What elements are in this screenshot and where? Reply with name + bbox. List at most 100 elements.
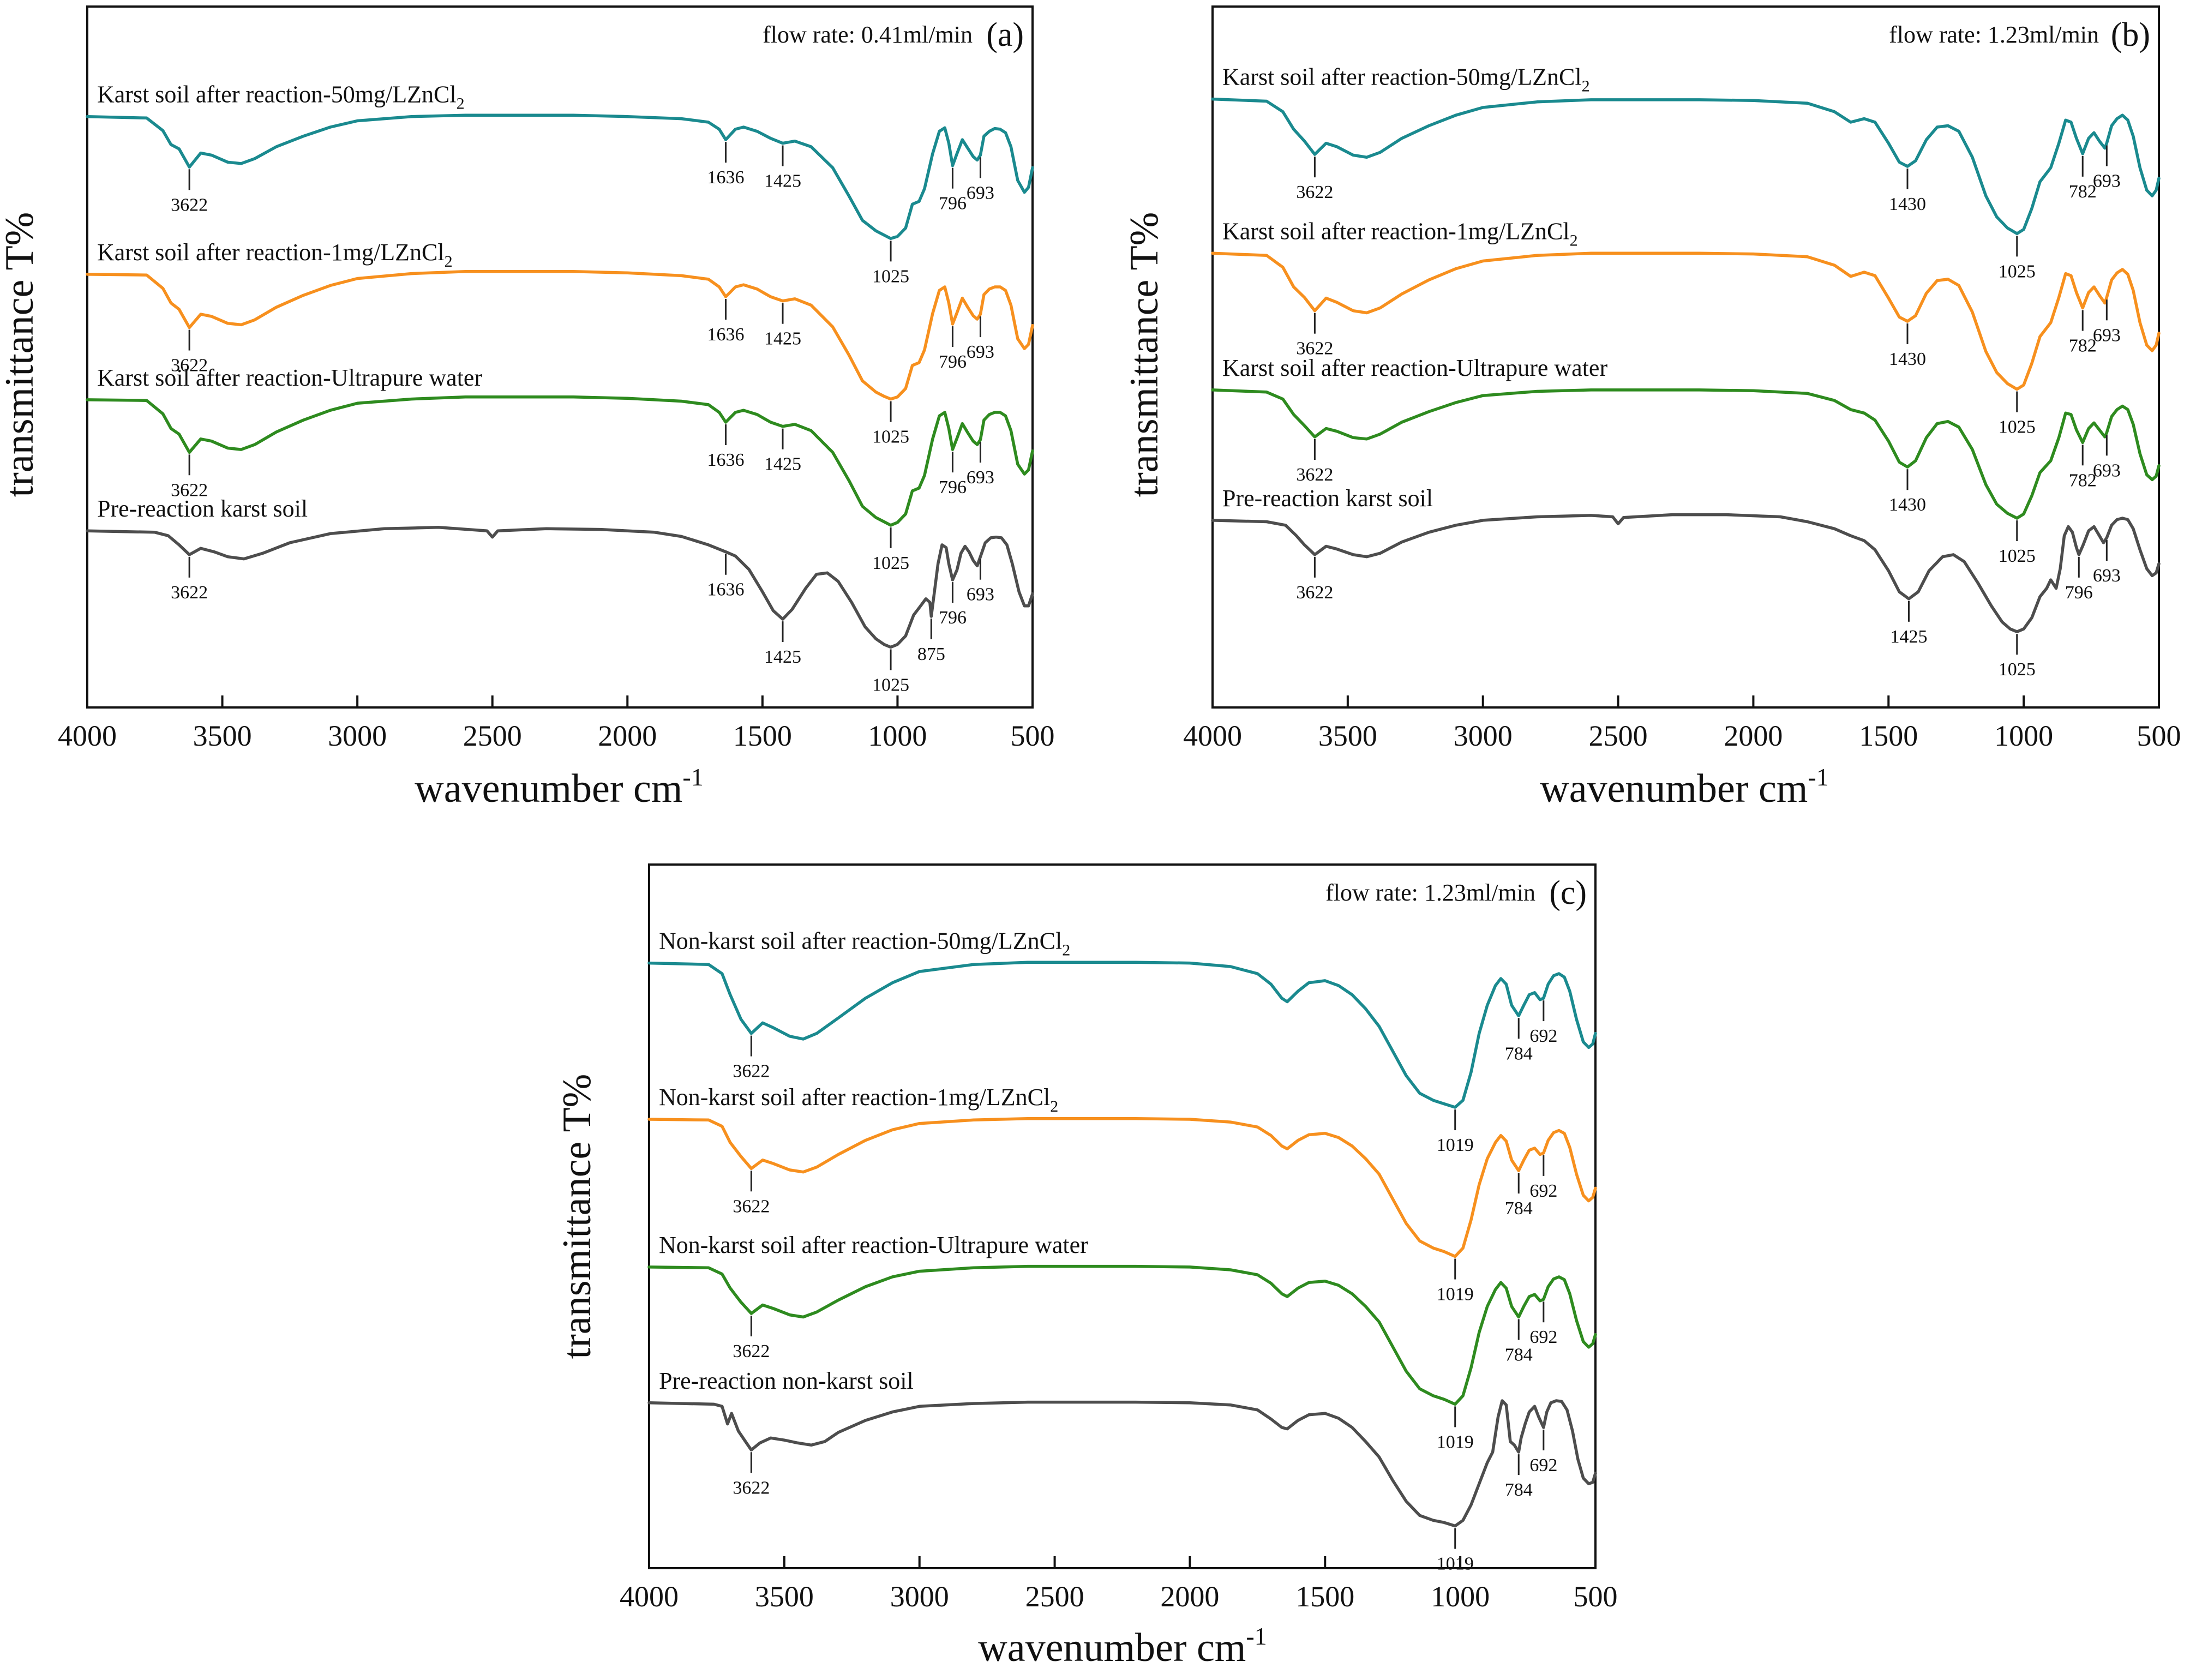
plot-frame: [1211, 5, 2160, 709]
series-name-text: Non-karst soil after reaction-Ultrapure …: [659, 1232, 1088, 1258]
series-3: Karst soil after reaction-Ultrapure wate…: [86, 364, 1034, 573]
x-tick-label: 1000: [868, 719, 927, 752]
peak-label: 693: [2093, 325, 2121, 345]
series-name-label: Karst soil after reaction-1mg/LZnCl2: [1222, 218, 1578, 249]
panel-a: 4000 3500 3000 2500 2000 1500 1000 500 wavenumbe…: [0, 5, 1055, 811]
peak-label: 693: [967, 342, 994, 362]
peak-label: 1636: [707, 580, 745, 600]
series-name-label: Karst soil after reaction-Ultrapure wate…: [1222, 355, 1607, 381]
series-name-subscript: 2: [445, 253, 453, 271]
series-name-label: Pre-reaction karst soil: [97, 495, 308, 522]
series-name-label: Karst soil after reaction-Ultrapure wate…: [97, 364, 482, 391]
series-name-subscript: 2: [1570, 231, 1578, 249]
series-name-text: Non-karst soil after reaction-1mg/LZnCl: [659, 1084, 1050, 1111]
x-tick-label: 1000: [1994, 719, 2053, 752]
peak-label: 784: [1505, 1480, 1533, 1500]
peak-label: 1025: [872, 266, 909, 286]
x-tick-label: 3000: [328, 719, 387, 752]
peak-label: 1430: [1889, 495, 1926, 515]
series-name-text: Karst soil after reaction-50mg/LZnCl: [1222, 64, 1582, 91]
peak-label: 784: [1505, 1198, 1533, 1219]
series-2: Karst soil after reaction-1mg/LZnCl2 3622…: [1211, 218, 2161, 437]
x-tick-label: 1000: [1431, 1580, 1490, 1613]
peak-label: 693: [2093, 171, 2121, 191]
x-tick-label: 3500: [193, 719, 252, 752]
peak-label: 1025: [872, 675, 909, 695]
peak-label: 1025: [1999, 261, 2036, 281]
x-tick-label: 2000: [598, 719, 657, 752]
peak-label: 693: [967, 585, 994, 605]
peak-label: 1025: [872, 553, 909, 573]
peak-label: 1430: [1889, 194, 1926, 214]
series-name-text: Karst soil after reaction-1mg/LZnCl: [97, 239, 445, 266]
peak-label: 875: [917, 644, 945, 664]
peak-label: 1019: [1437, 1285, 1474, 1305]
peak-label: 796: [2065, 583, 2093, 603]
peak-label: 1636: [707, 167, 745, 188]
peak-label: 782: [2069, 470, 2097, 490]
series-name-subscript: 2: [1582, 77, 1590, 95]
series-name-label: Non-karst soil after reaction-50mg/LZnCl…: [659, 928, 1070, 959]
series-line: [86, 526, 1034, 649]
peak-label: 3622: [171, 583, 208, 603]
panel-b: 4000 3500 3000 2500 2000 1500 1000 500 wavenumbe…: [1122, 5, 2181, 811]
series-name-label: Pre-reaction karst soil: [1222, 485, 1433, 512]
peak-label: 796: [939, 352, 967, 372]
peak-label: 1019: [1437, 1432, 1474, 1452]
peak-label: 1019: [1437, 1554, 1474, 1574]
x-axis-label: wavenumber cm-1: [1540, 763, 1828, 811]
y-axis-label: transmittance T%: [0, 212, 42, 497]
peak-label: 1019: [1437, 1135, 1474, 1155]
series-name-text: Karst soil after reaction-Ultrapure wate…: [97, 364, 482, 391]
series-name-label: Karst soil after reaction-50mg/LZnCl2: [1222, 64, 1590, 95]
series-line: [86, 113, 1034, 241]
x-axis-label: wavenumber cm-1: [415, 763, 703, 811]
panel-label: (c): [1549, 874, 1587, 911]
panel-c: 4000 3500 3000 2500 2000 1500 1000 500 wavenumbe…: [555, 863, 1618, 1670]
peak-label: 1636: [707, 325, 745, 345]
peak-label: 3622: [1296, 583, 1333, 603]
peak-label: 3622: [733, 1061, 770, 1082]
peak-label: 3622: [171, 195, 208, 215]
series-line: [1211, 251, 2161, 391]
x-tick-label: 3000: [890, 1580, 949, 1613]
x-axis-label-text: wavenumber cm: [978, 1625, 1246, 1670]
series-line: [1211, 513, 2161, 633]
peak-label: 3622: [171, 480, 208, 500]
x-axis-label-superscript: -1: [1246, 1622, 1267, 1650]
x-tick-label: 2500: [1025, 1580, 1084, 1613]
peak-label: 1425: [764, 454, 801, 475]
series-2: Karst soil after reaction-1mg/LZnCl2 3622…: [86, 239, 1034, 447]
peak-label: 782: [2069, 182, 2097, 202]
series-line: [86, 269, 1034, 401]
x-tick-label: 1500: [1859, 719, 1918, 752]
peak-label: 3622: [1296, 182, 1333, 202]
peak-label: 3622: [1296, 339, 1333, 359]
series-name-label: Non-karst soil after reaction-1mg/LZnCl2: [659, 1084, 1058, 1115]
x-axis-label-superscript: -1: [682, 763, 703, 791]
x-axis-label: wavenumber cm-1: [978, 1622, 1267, 1670]
plot-frame: [86, 5, 1034, 709]
series-1: Karst soil after reaction-50mg/LZnCl2362…: [1211, 64, 2161, 281]
panel-label: (b): [2111, 16, 2150, 53]
series-line: [647, 1117, 1597, 1258]
series-2: Non-karst soil after reaction-1mg/LZnCl2…: [647, 1084, 1597, 1305]
x-tick-label: 3500: [755, 1580, 814, 1613]
series-line: [647, 1264, 1597, 1406]
series-name-label: Karst soil after reaction-1mg/LZnCl2: [97, 239, 453, 271]
peak-label: 693: [967, 183, 994, 203]
peak-label: 784: [1505, 1043, 1533, 1064]
x-tick-label: 500: [2137, 719, 2181, 752]
series-3: Karst soil after reaction-Ultrapure wate…: [1211, 355, 2161, 566]
series-name-subscript: 2: [1050, 1097, 1058, 1115]
peak-label: 3622: [1296, 465, 1333, 485]
series-name-text: Karst soil after reaction-Ultrapure wate…: [1222, 355, 1607, 381]
series-line: [86, 395, 1034, 527]
series-4: Pre-reaction non-karst soil 3622 1019 784 69…: [647, 1367, 1597, 1574]
peak-label: 692: [1529, 1327, 1557, 1347]
series-line: [647, 961, 1597, 1109]
x-tick-label: 4000: [620, 1580, 679, 1613]
peak-label: 1636: [707, 450, 745, 470]
peak-label: 1425: [764, 329, 801, 349]
